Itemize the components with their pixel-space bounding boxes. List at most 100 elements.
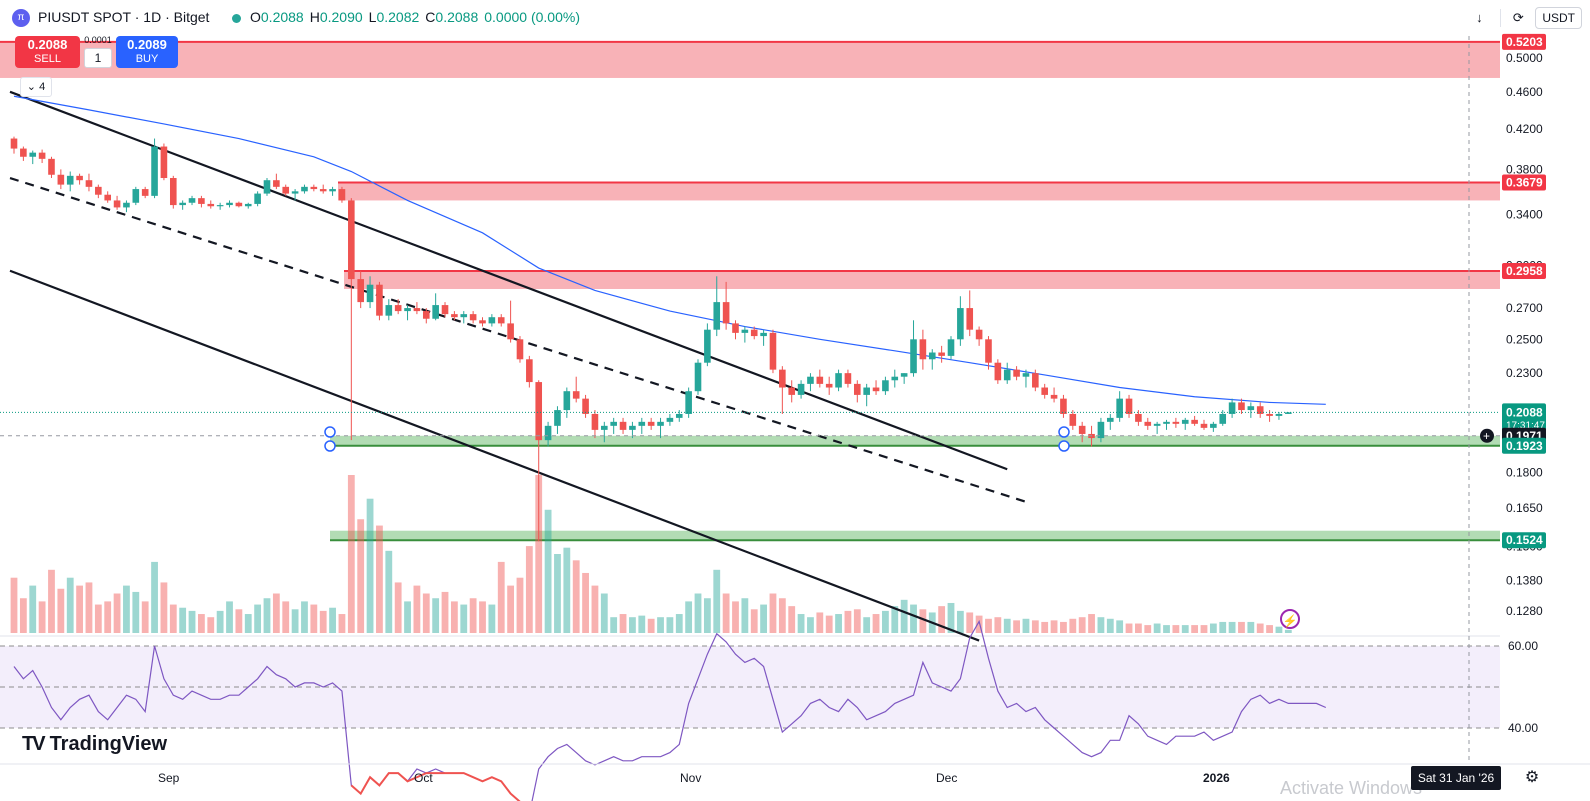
tradingview-logo[interactable]: TV TradingView [22,733,167,756]
candle-body [1275,413,1283,416]
candle-body [750,329,758,337]
price-axis[interactable] [1500,36,1590,764]
time-axis-label: Dec [936,771,957,785]
price-tick-label: 0.4600 [1506,85,1543,99]
volume-bar [272,593,280,633]
candle-body [319,189,327,192]
volume-bar [1135,623,1142,633]
candle-body [441,305,449,315]
crosshair-add-icon[interactable] [1480,428,1494,443]
candle-body [1200,423,1208,428]
volume-bar [198,614,205,633]
change-value: 0.0000 (0.00%) [484,9,580,25]
open-label: O [250,9,261,25]
volume-bar [853,609,861,633]
candle-body [338,189,346,201]
volume-bar [647,618,655,633]
crosshair-date-label: Sat 31 Jan '26 [1411,766,1501,790]
drawing-handle[interactable] [324,440,336,452]
candle-body [657,421,664,426]
volume-bar [1088,614,1095,633]
candle-body [1116,398,1123,418]
candle-body [1181,419,1189,424]
candle-body [1266,413,1273,416]
volume-bar [1275,626,1283,633]
price-label-badge [1502,532,1546,549]
candle-body [207,203,215,207]
buy-button[interactable]: 0.2089 BUY [116,36,178,68]
volume-bar [675,614,683,633]
drawing-handle[interactable] [324,426,336,438]
sell-button[interactable]: 0.2088 SELL [15,36,80,68]
download-icon[interactable]: ↓ [1476,10,1483,25]
volume-bar [666,617,674,633]
volume-bar [1031,620,1039,633]
volume-bar [507,585,515,633]
candle-body [760,332,767,337]
volume-bar [310,604,318,633]
candle-body [741,329,749,333]
toolbar-divider [1500,9,1502,27]
volume-bar [1172,625,1180,633]
candle-body [788,387,796,395]
rsi-tick-label: 60.00 [1508,639,1538,653]
volume-bar [657,617,664,633]
candle-body [685,391,692,414]
quantity-input[interactable]: 1 [84,48,112,68]
resistance-zone [0,41,1500,78]
candle-body [507,323,514,340]
candle-body [675,413,683,418]
volume-bar [160,582,168,633]
candle-body [104,194,111,201]
volume-bar [385,550,393,633]
volume-bar [956,610,964,633]
volume-bar [1238,621,1245,633]
volume-bar [713,569,721,633]
symbol-title[interactable]: PIUSDT SPOT · 1D · Bitget [38,9,210,25]
lightning-icon[interactable]: ⚡ [1280,609,1300,629]
volume-bar [703,598,711,633]
price-tick-label: 0.3800 [1506,162,1543,176]
candle-body [1135,413,1142,422]
volume-bar [1022,618,1030,633]
candle-body [432,305,439,319]
resistance-zone [338,182,1500,201]
volume-bar [319,610,327,633]
bar-countdown: 17:31:47 [1506,420,1545,431]
volume-bar [985,618,992,633]
volume-bar [179,607,187,633]
candle-body [1041,387,1048,395]
drawing-handle[interactable] [1058,426,1070,438]
candle-body [1172,421,1180,424]
drawing-handle[interactable] [1058,440,1070,452]
candle-body [460,314,468,318]
volume-bar [919,609,927,633]
candle-body [769,332,777,370]
refresh-icon[interactable]: ⟳ [1512,10,1524,25]
candle-body [985,339,992,363]
candle-body [1003,369,1011,381]
candle-body [947,339,955,356]
chart-toolbar-right: ↓ ⟳ USDT [1466,4,1590,32]
candle-body [872,387,880,392]
ohlc-values: O 0.2088 H 0.2090 L 0.2082 C 0.2088 0.0000 (… [250,9,586,25]
buy-label: BUY [135,53,159,65]
candle-body [647,421,655,426]
close-label: C [425,9,436,25]
high-label: H [309,9,320,25]
volume-bar [1050,620,1058,633]
volume-bar [788,606,796,633]
gear-icon[interactable]: ⚙ [1524,769,1540,786]
volume-bar [329,607,336,633]
volume-bar [750,609,758,633]
volume-bar [1247,621,1255,633]
trendline[interactable] [9,269,980,642]
volume-bar [1284,629,1292,633]
trendline[interactable] [9,90,1008,471]
volume-bar [254,604,262,633]
candle-body [123,202,130,208]
currency-selector[interactable]: USDT [1535,7,1582,29]
candle-body [526,359,533,383]
indicators-collapse-button[interactable]: ⌄ 4 [20,77,52,97]
